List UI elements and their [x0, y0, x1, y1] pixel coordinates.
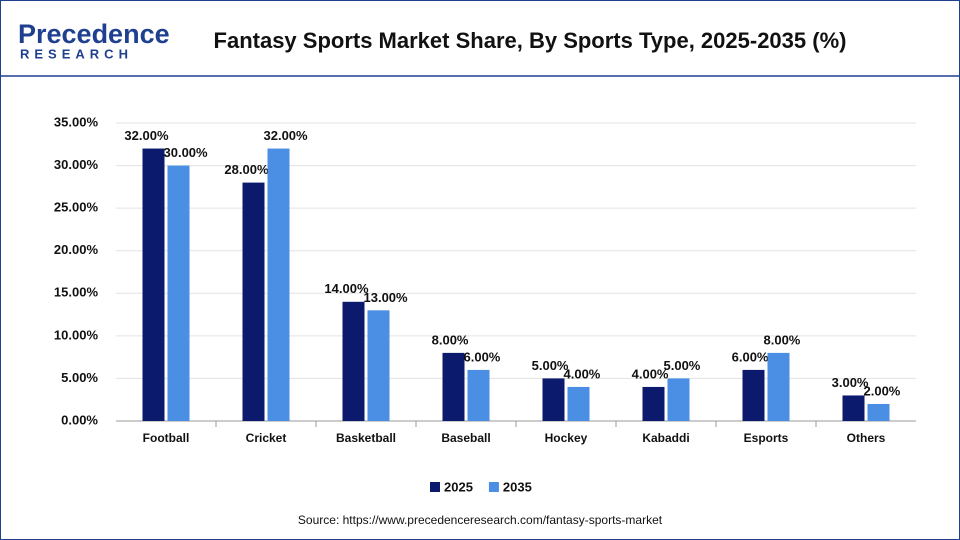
x-tick-label: Esports: [744, 431, 789, 445]
y-tick-label: 30.00%: [54, 157, 99, 172]
value-label: 32.00%: [124, 128, 169, 143]
legend-swatch: [430, 482, 440, 492]
y-tick-label: 5.00%: [61, 370, 98, 385]
bar: [542, 378, 565, 421]
bar: [567, 386, 590, 421]
value-label: 2.00%: [864, 383, 901, 398]
source: Source: https://www.precedenceresearch.c…: [298, 513, 663, 527]
x-tick-label: Kabaddi: [642, 431, 689, 445]
y-tick-label: 25.00%: [54, 200, 99, 215]
logo-sub: RESEARCH: [20, 46, 133, 61]
value-label: 30.00%: [164, 145, 209, 160]
bar: [767, 352, 790, 421]
logo-name: Precedence: [18, 19, 170, 49]
bar: [342, 301, 365, 421]
bar: [667, 378, 690, 421]
legend-label: 2035: [503, 479, 532, 494]
y-tick-label: 10.00%: [54, 327, 99, 342]
y-tick-label: 15.00%: [54, 285, 99, 300]
legend-label: 2025: [444, 479, 473, 494]
bar: [167, 165, 190, 421]
value-label: 4.00%: [632, 366, 669, 381]
bar: [867, 403, 890, 421]
x-tick-label: Football: [143, 431, 190, 445]
bar: [442, 352, 465, 421]
bar: [267, 148, 290, 422]
x-tick-label: Basketball: [336, 431, 396, 445]
x-tick-label: Others: [847, 431, 886, 445]
bar: [242, 182, 265, 421]
x-tick-label: Cricket: [246, 431, 287, 445]
bar: [742, 369, 765, 421]
chart-title: Fantasy Sports Market Share, By Sports T…: [214, 28, 847, 53]
y-tick-label: 20.00%: [54, 242, 99, 257]
value-label: 28.00%: [224, 162, 269, 177]
y-tick-label: 0.00%: [61, 412, 98, 427]
x-tick-label: Hockey: [545, 431, 588, 445]
value-label: 3.00%: [832, 375, 869, 390]
value-label: 4.00%: [564, 366, 601, 381]
value-label: 6.00%: [464, 349, 501, 364]
value-label: 13.00%: [364, 290, 409, 305]
legend-swatch: [488, 482, 499, 492]
y-tick-label: 35.00%: [54, 114, 99, 129]
value-label: 32.00%: [264, 128, 309, 143]
value-label: 8.00%: [432, 332, 469, 347]
value-label: 8.00%: [764, 332, 801, 347]
bar: [142, 148, 165, 422]
bar: [842, 395, 865, 421]
bar: [367, 310, 390, 421]
bar: [642, 386, 665, 421]
x-tick-label: Baseball: [441, 431, 490, 445]
value-label: 6.00%: [732, 349, 769, 364]
value-label: 14.00%: [324, 281, 369, 296]
bar: [467, 369, 490, 421]
value-label: 5.00%: [532, 358, 569, 373]
value-label: 5.00%: [664, 358, 701, 373]
